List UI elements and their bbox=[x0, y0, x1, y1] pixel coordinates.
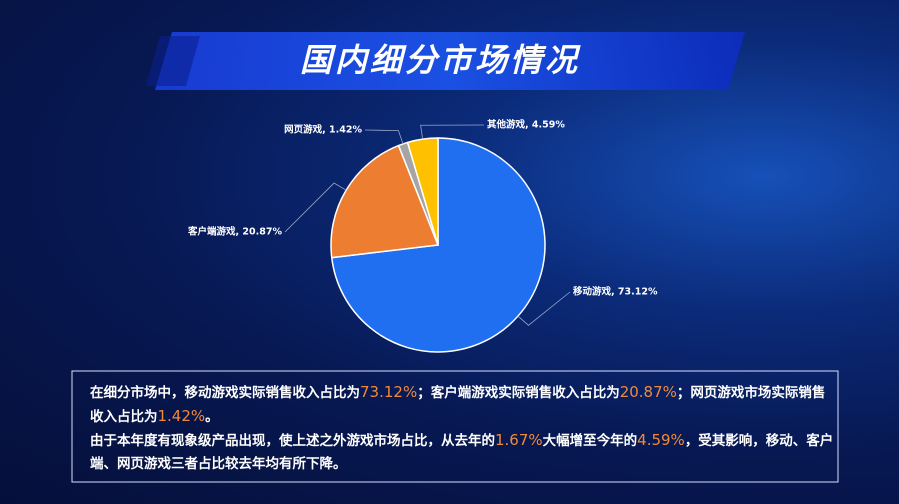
title-banner bbox=[155, 32, 745, 90]
leader-line bbox=[517, 291, 571, 326]
highlight: 73.12% bbox=[360, 383, 418, 401]
text-run: ；客户端游戏实际销售收入占比为 bbox=[417, 385, 620, 401]
text-run: 大幅增至今年的 bbox=[542, 433, 638, 449]
text-run: ，受其影响，移动、客户端、网页游戏三者占比较去年均有所下降。 bbox=[90, 433, 834, 472]
text-run: 。 bbox=[205, 409, 219, 425]
banner-accent bbox=[146, 36, 200, 86]
text-run: 在细分市场中，移动游戏实际销售收入占比为 bbox=[90, 385, 360, 401]
paragraph: 在细分市场中，移动游戏实际销售收入占比为73.12%；客户端游戏实际销售收入占比… bbox=[90, 381, 835, 429]
data-label: 网页游戏, 1.42% bbox=[284, 124, 362, 136]
highlight: 4.59% bbox=[637, 431, 685, 449]
data-label: 客户端游戏, 20.87% bbox=[187, 226, 282, 238]
data-label: 其他游戏, 4.59% bbox=[487, 119, 565, 131]
text-box bbox=[71, 370, 839, 483]
paragraph: 由于本年度有现象级产品出现，使上述之外游戏市场占比，从去年的1.67%大幅增至今… bbox=[90, 429, 835, 476]
leader-line bbox=[420, 124, 485, 140]
summary: 在细分市场中，移动游戏实际销售收入占比为73.12%；客户端游戏实际销售收入占比… bbox=[90, 381, 835, 476]
leader-line bbox=[284, 182, 347, 233]
highlight: 1.42% bbox=[157, 407, 206, 425]
leader-line bbox=[364, 129, 404, 145]
slide-title: 国内细分市场情况 bbox=[300, 41, 581, 79]
highlight: 20.87% bbox=[619, 383, 677, 401]
highlight: 1.67% bbox=[495, 431, 543, 449]
data-label: 移动游戏, 73.12% bbox=[573, 286, 658, 298]
text-run: ；网页游戏市场实际销售收入占比为 bbox=[90, 385, 826, 425]
pie-slice bbox=[330, 144, 440, 259]
text-run: 由于本年度有现象级产品出现，使上述之外游戏市场占比，从去年的 bbox=[90, 433, 495, 449]
